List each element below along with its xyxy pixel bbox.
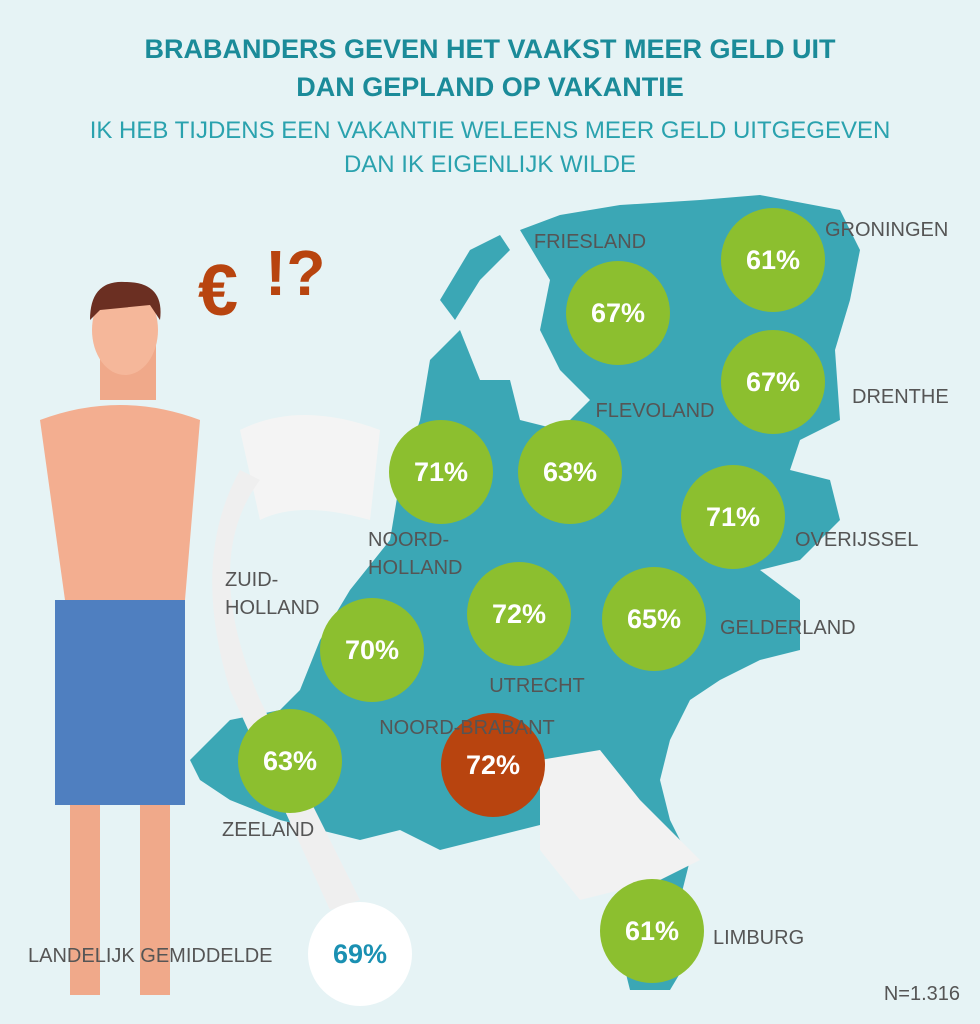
province-name: UTRECHT [489, 675, 585, 697]
province-name: ZUID- [225, 569, 278, 591]
province-value: 63% [543, 457, 597, 487]
province-badge [389, 420, 493, 524]
national-name: LANDELIJK GEMIDDELDE [28, 945, 273, 967]
province-name: NOORD- [368, 529, 449, 551]
province-badge [721, 208, 825, 312]
province-value: 61% [746, 245, 800, 275]
province-name: FRIESLAND [534, 231, 646, 253]
person [40, 281, 380, 995]
province-name: HOLLAND [368, 557, 462, 579]
province-value: 72% [492, 599, 546, 629]
title-line: BRABANDERS GEVEN HET VAAKST MEER GELD UI… [144, 34, 836, 64]
province-value: 72% [466, 750, 520, 780]
province-badge [566, 261, 670, 365]
subtitle-line: DAN IK EIGENLIJK WILDE [344, 151, 636, 178]
province-badge [467, 562, 571, 666]
province-value: 71% [706, 502, 760, 532]
province-value: 71% [414, 457, 468, 487]
province-badge [518, 420, 622, 524]
province-name: ZEELAND [222, 819, 314, 841]
province-value: 63% [263, 746, 317, 776]
province-name: OVERIJSSEL [795, 529, 918, 551]
footnote: N=1.316 [884, 983, 960, 1005]
province-badge [681, 465, 785, 569]
title-line: DAN GEPLAND OP VAKANTIE [296, 72, 684, 102]
euro-sign: € [198, 251, 238, 331]
province-badge [600, 879, 704, 983]
province-name: HOLLAND [225, 597, 319, 619]
province-badge [238, 709, 342, 813]
province-value: 67% [746, 367, 800, 397]
province-name: GELDERLAND [720, 617, 856, 639]
province-value: 65% [627, 604, 681, 634]
exclamation: !? [265, 237, 325, 309]
island [440, 235, 510, 320]
province-badge [721, 330, 825, 434]
province-badge [602, 567, 706, 671]
subtitle-line: IK HEB TIJDENS EEN VAKANTIE WELEENS MEER… [90, 117, 891, 144]
national-badge [308, 902, 412, 1006]
province-name: DRENTHE [852, 386, 949, 408]
province-name: FLEVOLAND [596, 400, 715, 422]
province-value: 70% [345, 635, 399, 665]
province-name: LIMBURG [713, 927, 804, 949]
province-badge [441, 713, 545, 817]
province-value: 61% [625, 916, 679, 946]
province-value: 67% [591, 298, 645, 328]
province-badge [320, 598, 424, 702]
national-value: 69% [333, 939, 387, 969]
receipt [540, 750, 700, 900]
province-name: NOORD-BRABANT [379, 717, 555, 739]
province-name: GRONINGEN [825, 219, 948, 241]
